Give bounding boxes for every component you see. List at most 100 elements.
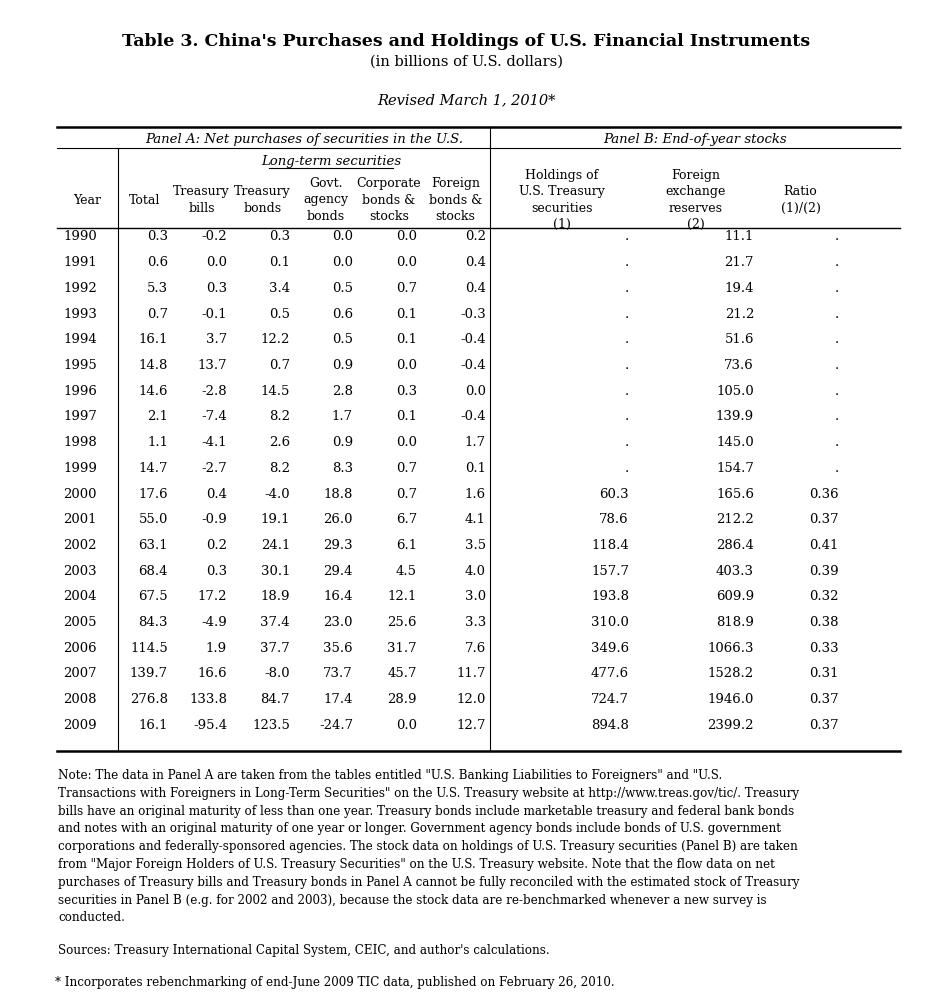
Text: 0.1: 0.1 (396, 410, 417, 423)
Text: 0.7: 0.7 (269, 359, 290, 372)
Text: 1992: 1992 (63, 282, 97, 295)
Text: 2004: 2004 (63, 591, 96, 604)
Text: 0.7: 0.7 (146, 307, 168, 321)
Text: 14.7: 14.7 (138, 462, 168, 475)
Text: 0.3: 0.3 (206, 564, 227, 578)
Text: 1066.3: 1066.3 (707, 642, 754, 655)
Text: .: . (835, 334, 839, 347)
Text: 157.7: 157.7 (591, 564, 629, 578)
Text: 477.6: 477.6 (591, 667, 629, 680)
Text: 2007: 2007 (63, 667, 97, 680)
Text: 17.4: 17.4 (324, 694, 353, 706)
Text: 19.4: 19.4 (725, 282, 754, 295)
Text: 0.31: 0.31 (810, 667, 839, 680)
Text: 29.3: 29.3 (324, 539, 353, 552)
Text: 123.5: 123.5 (252, 719, 290, 732)
Text: 0.0: 0.0 (332, 256, 353, 269)
Text: 3.4: 3.4 (269, 282, 290, 295)
Text: 45.7: 45.7 (387, 667, 417, 680)
Text: 0.1: 0.1 (396, 334, 417, 347)
Text: 118.4: 118.4 (592, 539, 629, 552)
Text: -2.7: -2.7 (202, 462, 227, 475)
Text: 0.7: 0.7 (396, 282, 417, 295)
Text: 12.1: 12.1 (387, 591, 417, 604)
Text: 2.6: 2.6 (269, 436, 290, 450)
Text: Ratio
(1)/(2): Ratio (1)/(2) (781, 185, 820, 215)
Text: 11.7: 11.7 (456, 667, 486, 680)
Text: .: . (835, 410, 839, 423)
Text: Year: Year (74, 194, 102, 207)
Text: 0.37: 0.37 (809, 513, 839, 526)
Text: .: . (625, 385, 629, 398)
Text: 0.0: 0.0 (206, 256, 227, 269)
Text: Revised March 1, 2010*: Revised March 1, 2010* (377, 93, 556, 107)
Text: 2002: 2002 (63, 539, 96, 552)
Text: 2005: 2005 (63, 616, 96, 629)
Text: .: . (625, 256, 629, 269)
Text: 2006: 2006 (63, 642, 97, 655)
Text: 0.0: 0.0 (396, 256, 417, 269)
Text: 3.5: 3.5 (465, 539, 486, 552)
Text: Treasury
bonds: Treasury bonds (234, 185, 291, 215)
Text: 2003: 2003 (63, 564, 97, 578)
Text: .: . (835, 436, 839, 450)
Text: 276.8: 276.8 (130, 694, 168, 706)
Text: .: . (625, 307, 629, 321)
Text: * Incorporates rebenchmarking of end-June 2009 TIC data, published on February 2: * Incorporates rebenchmarking of end-Jun… (55, 976, 615, 989)
Text: 0.32: 0.32 (810, 591, 839, 604)
Text: 212.2: 212.2 (717, 513, 754, 526)
Text: 0.37: 0.37 (809, 694, 839, 706)
Text: 1.7: 1.7 (465, 436, 486, 450)
Text: Foreign
bonds &
stocks: Foreign bonds & stocks (429, 177, 482, 223)
Text: Total: Total (130, 194, 160, 207)
Text: 0.0: 0.0 (396, 719, 417, 732)
Text: .: . (835, 462, 839, 475)
Text: 2.8: 2.8 (332, 385, 353, 398)
Text: -4.1: -4.1 (202, 436, 227, 450)
Text: -8.0: -8.0 (264, 667, 290, 680)
Text: 6.7: 6.7 (396, 513, 417, 526)
Text: 154.7: 154.7 (717, 462, 754, 475)
Text: 1997: 1997 (63, 410, 97, 423)
Text: Panel A: Net purchases of securities in the U.S.: Panel A: Net purchases of securities in … (145, 133, 463, 146)
Text: 1994: 1994 (63, 334, 97, 347)
Text: 1993: 1993 (63, 307, 97, 321)
Text: -4.9: -4.9 (202, 616, 227, 629)
Text: 0.41: 0.41 (810, 539, 839, 552)
Text: .: . (625, 359, 629, 372)
Text: 0.2: 0.2 (465, 231, 486, 244)
Text: 139.7: 139.7 (130, 667, 168, 680)
Text: Note: The data in Panel A are taken from the tables entitled "U.S. Banking Liabi: Note: The data in Panel A are taken from… (58, 769, 800, 924)
Text: Long-term securities: Long-term securities (261, 154, 401, 167)
Text: (in billions of U.S. dollars): (in billions of U.S. dollars) (370, 55, 563, 69)
Text: 2000: 2000 (63, 488, 96, 501)
Text: 2009: 2009 (63, 719, 97, 732)
Text: -95.4: -95.4 (193, 719, 227, 732)
Text: 1995: 1995 (63, 359, 97, 372)
Text: 60.3: 60.3 (599, 488, 629, 501)
Text: .: . (625, 462, 629, 475)
Text: 13.7: 13.7 (198, 359, 227, 372)
Text: 17.6: 17.6 (138, 488, 168, 501)
Text: 16.1: 16.1 (138, 719, 168, 732)
Text: 0.2: 0.2 (206, 539, 227, 552)
Text: 165.6: 165.6 (716, 488, 754, 501)
Text: -0.4: -0.4 (460, 359, 486, 372)
Text: 1.9: 1.9 (206, 642, 227, 655)
Text: -0.9: -0.9 (202, 513, 227, 526)
Text: 2399.2: 2399.2 (707, 719, 754, 732)
Text: .: . (835, 307, 839, 321)
Text: 51.6: 51.6 (725, 334, 754, 347)
Text: 12.7: 12.7 (456, 719, 486, 732)
Text: -7.4: -7.4 (202, 410, 227, 423)
Text: 1999: 1999 (63, 462, 97, 475)
Text: 0.33: 0.33 (809, 642, 839, 655)
Text: 19.1: 19.1 (260, 513, 290, 526)
Text: 1528.2: 1528.2 (708, 667, 754, 680)
Text: 2.1: 2.1 (147, 410, 168, 423)
Text: 403.3: 403.3 (716, 564, 754, 578)
Text: 12.0: 12.0 (456, 694, 486, 706)
Text: .: . (625, 436, 629, 450)
Text: .: . (625, 231, 629, 244)
Text: 24.1: 24.1 (260, 539, 290, 552)
